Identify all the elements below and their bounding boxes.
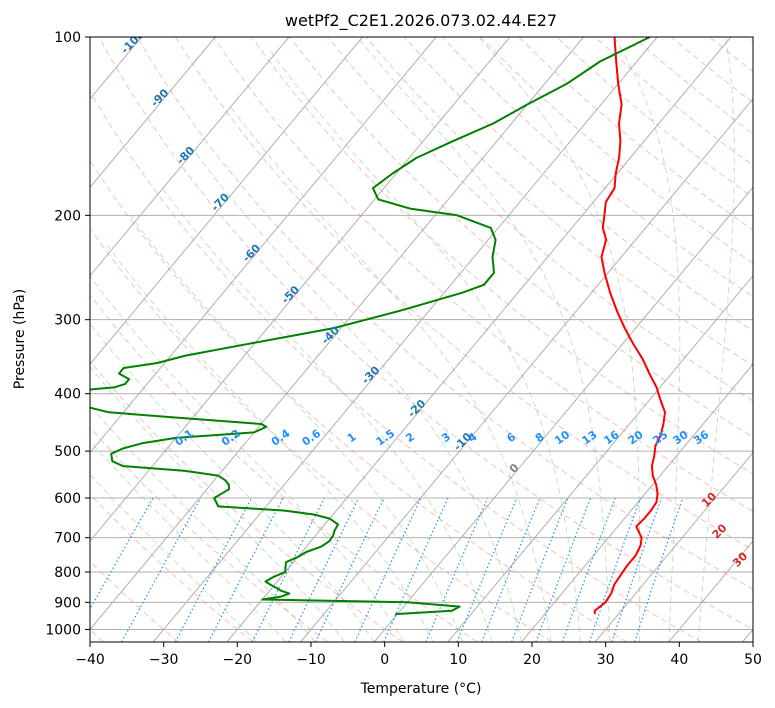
x-tick-label: 40	[670, 652, 688, 668]
y-tick-label: 600	[54, 491, 81, 507]
mixing-ratio-line	[121, 497, 202, 642]
y-tick-label: 900	[54, 595, 81, 611]
moist-adiabat-line	[90, 275, 405, 642]
x-tick-label: 20	[523, 652, 541, 668]
mixing-ratio-line	[251, 497, 325, 642]
moist-adiabat-line	[268, 49, 581, 642]
mixing-ratio-line	[535, 497, 592, 642]
dry-adiabat-line	[403, 37, 753, 332]
temperature-profile-line	[593, 37, 666, 615]
mixing-ratio-line	[481, 497, 541, 642]
moist-adiabat-line	[90, 404, 316, 642]
mixing-ratio-line	[511, 497, 569, 642]
dry-adiabat-line	[136, 37, 753, 590]
dewpoint-profile-line	[90, 37, 651, 616]
moist-adiabat-line	[228, 104, 552, 642]
isotherm-line	[90, 37, 584, 631]
dry-adiabat-line	[90, 90, 702, 642]
x-tick-label: −10	[296, 652, 326, 668]
moist-adiabat-line	[90, 440, 287, 642]
chart-title: wetPf2_C2E1.2026.073.02.44.E27	[285, 11, 557, 31]
dry-adiabat-line	[594, 37, 753, 166]
x-tick-label: 30	[597, 652, 615, 668]
x-tick-label: −20	[223, 652, 253, 668]
moist-adiabat-line	[613, 37, 681, 642]
isotherm-line	[521, 363, 753, 642]
sounding-profiles	[90, 37, 666, 616]
isotherm-line	[90, 37, 290, 277]
y-tick-label: 1000	[45, 622, 81, 638]
x-tick-label: −30	[149, 652, 179, 668]
dry-adiabat-line	[518, 37, 753, 231]
plot-frame	[89, 36, 754, 643]
y-tick-label: 500	[54, 444, 81, 460]
dry-adiabat-line	[90, 426, 329, 642]
dry-adiabat-line	[174, 37, 753, 551]
mixing-ratio-line	[174, 497, 253, 642]
y-tick-label: 300	[54, 313, 81, 329]
isotherm-line	[594, 451, 753, 642]
mixing-ratio-line	[611, 497, 663, 642]
mixing-ratio-line	[207, 497, 284, 642]
x-tick-label: 50	[744, 652, 762, 668]
mixing-ratio-line	[288, 497, 360, 642]
dry-adiabat-label: 40	[748, 581, 768, 601]
mixing-ratio-line	[315, 497, 385, 642]
dry-adiabat-line	[90, 159, 627, 642]
moist-adiabat-line	[90, 473, 257, 642]
dry-adiabat-line	[90, 493, 254, 642]
mixing-ratio-line	[561, 497, 616, 642]
isotherm-line	[90, 37, 216, 189]
x-axis-title: Temperature (°C)	[360, 681, 482, 697]
dry-adiabat-line	[90, 227, 553, 642]
plot-background-lines	[90, 37, 753, 642]
x-tick-label: 0	[380, 652, 389, 668]
isotherm-line	[226, 37, 732, 642]
isotherm-line	[90, 37, 363, 365]
dry-adiabat-line	[327, 37, 753, 402]
isotherm-line	[373, 186, 753, 642]
y-tick-label: 200	[54, 208, 81, 224]
isotherm-line	[90, 37, 511, 542]
mixing-ratio-line	[634, 497, 684, 642]
moist-adiabat-line	[90, 323, 375, 642]
isotherm-line	[152, 37, 658, 642]
dry-adiabat-line	[98, 37, 753, 630]
y-axis-title: Pressure (hPa)	[12, 289, 28, 389]
moist-adiabat-line	[90, 366, 346, 642]
moist-adiabat-line	[192, 149, 522, 642]
y-tick-label: 800	[54, 565, 81, 581]
isotherm-line	[90, 37, 437, 454]
y-tick-label: 100	[54, 30, 81, 46]
y-tick-label: 400	[54, 387, 81, 403]
moist-adiabat-line	[697, 37, 735, 642]
mixing-ratio-line	[588, 497, 642, 642]
moist-adiabat-line	[161, 187, 493, 642]
isotherm-line	[447, 274, 753, 642]
line-labels: 0.1 0.2 0.4 0.6 1 1.5 2 3 4 6 8 10 13 16 20 25 30 36-100-…	[118, 37, 768, 601]
moist-adiabat-line	[107, 245, 434, 642]
dry-adiabat-line	[251, 37, 753, 475]
moist-adiabat-line	[478, 37, 641, 642]
dry-adiabat-line	[289, 37, 753, 438]
dry-adiabat-line	[556, 37, 753, 198]
dry-adiabat-line	[90, 294, 478, 642]
x-tick-label: 10	[449, 652, 467, 668]
y-tick-label: 700	[54, 531, 81, 547]
axes: −40 −30 −20 −10 0 10 20 30 40 50 100 200 300 400 500 60…	[45, 30, 762, 668]
x-tick-label: −40	[75, 652, 105, 668]
